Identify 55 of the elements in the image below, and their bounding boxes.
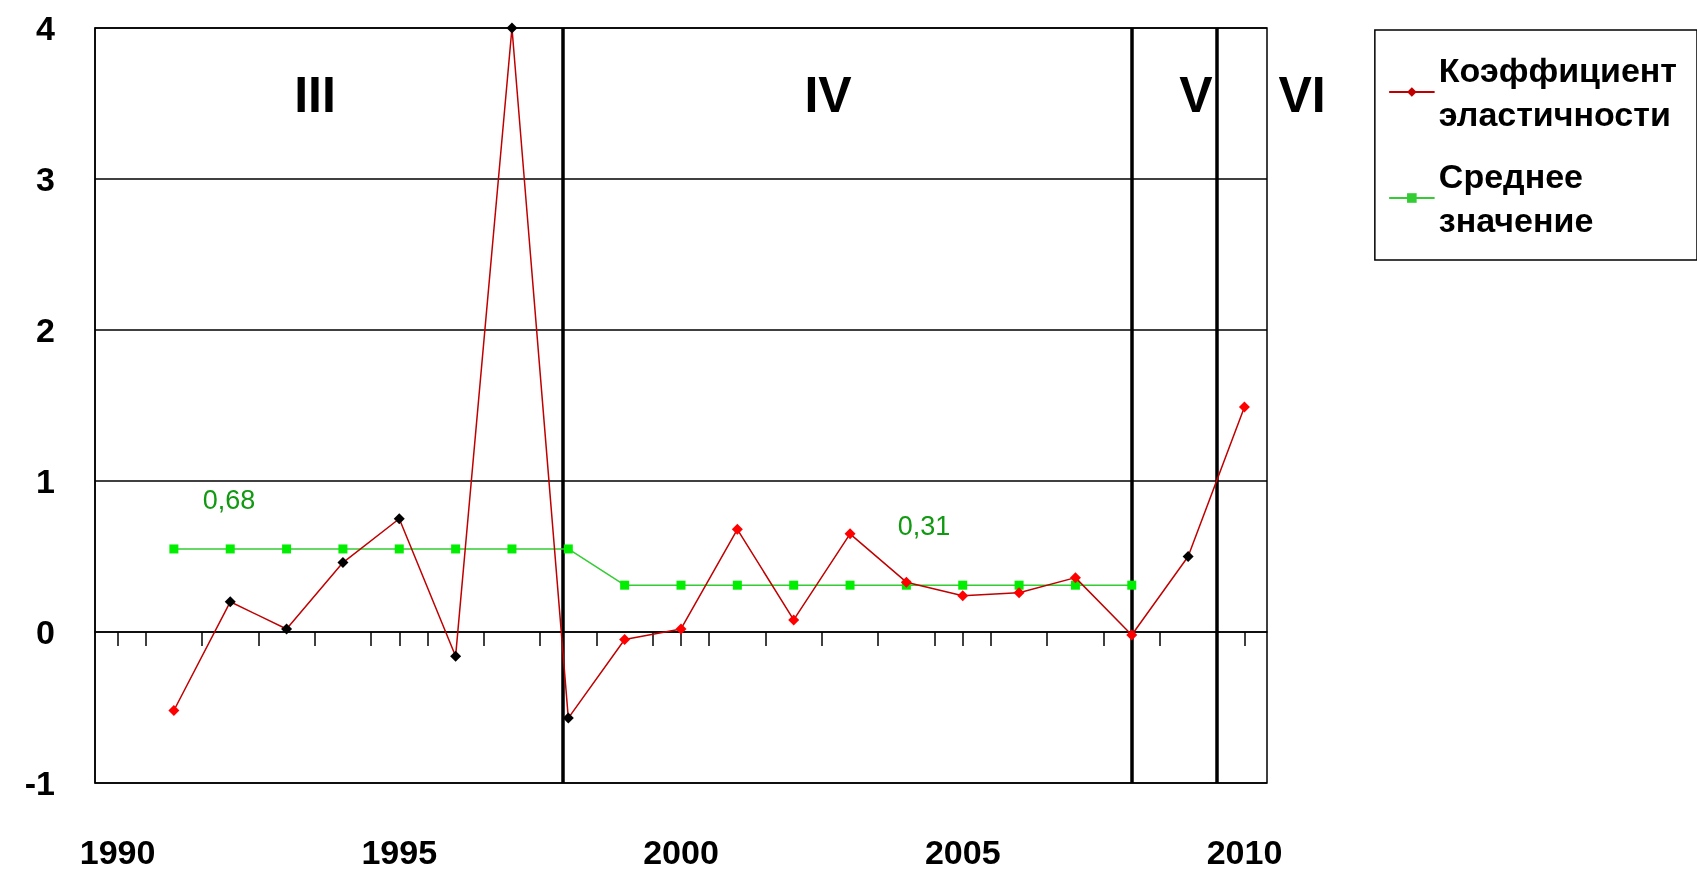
point bbox=[282, 544, 292, 554]
point bbox=[1126, 629, 1138, 641]
point bbox=[958, 580, 968, 590]
x-tick-label: 1990 bbox=[79, 833, 156, 869]
annotation: IV bbox=[804, 67, 853, 123]
point bbox=[845, 580, 855, 590]
annotation: 0,68 bbox=[202, 485, 256, 515]
point bbox=[450, 650, 462, 662]
point bbox=[789, 580, 799, 590]
point bbox=[506, 22, 518, 34]
x-tick-label: 2000 bbox=[643, 833, 719, 869]
point bbox=[1070, 580, 1080, 590]
legend-label: Среднее значение bbox=[1438, 157, 1594, 239]
annotation: 0,31 bbox=[897, 511, 951, 541]
annotation: III bbox=[294, 67, 336, 123]
point bbox=[1013, 587, 1025, 599]
point bbox=[281, 623, 293, 635]
text: VI bbox=[1278, 67, 1326, 123]
point bbox=[168, 705, 180, 717]
point bbox=[620, 580, 630, 590]
x-tick-label: 2010 bbox=[1206, 833, 1283, 869]
point bbox=[1014, 580, 1024, 590]
y-tick-label: 4 bbox=[36, 9, 56, 47]
legend-label: Коэффициент эластичности bbox=[1438, 51, 1678, 133]
point bbox=[225, 544, 235, 554]
annotation: V bbox=[1179, 67, 1214, 123]
point bbox=[732, 580, 742, 590]
point bbox=[957, 590, 969, 602]
point bbox=[1069, 572, 1081, 584]
point bbox=[676, 580, 686, 590]
point bbox=[563, 544, 573, 554]
point bbox=[1238, 401, 1250, 413]
y-tick-label: 2 bbox=[36, 311, 55, 349]
point bbox=[675, 623, 687, 635]
y-tick-label: -1 bbox=[24, 764, 55, 802]
y-tick-label: 0 bbox=[36, 613, 55, 651]
point bbox=[393, 513, 405, 525]
point bbox=[731, 523, 743, 535]
point bbox=[338, 544, 348, 554]
point bbox=[788, 614, 800, 626]
y-tick-label: 1 bbox=[36, 462, 55, 500]
point bbox=[507, 544, 517, 554]
point bbox=[900, 576, 912, 588]
point bbox=[1182, 551, 1194, 562]
point bbox=[169, 544, 179, 554]
x-tick-label: 1995 bbox=[361, 833, 438, 869]
point bbox=[844, 528, 856, 540]
x-tick-label: 2005 bbox=[924, 833, 1001, 869]
point bbox=[451, 544, 461, 554]
point bbox=[337, 557, 349, 569]
point bbox=[1127, 580, 1137, 590]
point bbox=[394, 544, 404, 554]
point bbox=[619, 634, 631, 646]
y-tick-label: 3 bbox=[36, 160, 55, 198]
point bbox=[224, 596, 236, 608]
